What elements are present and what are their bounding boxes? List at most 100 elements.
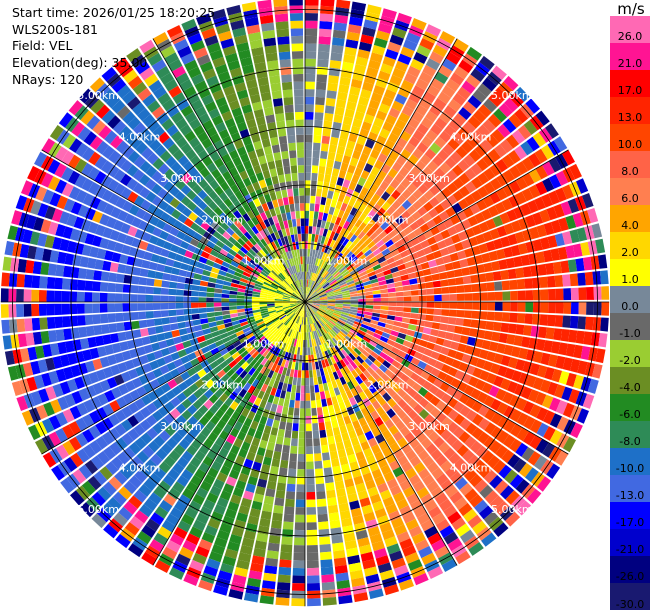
range-gate — [275, 306, 283, 310]
range-gate — [200, 251, 210, 259]
range-gate — [55, 264, 65, 277]
range-gate — [407, 362, 417, 372]
range-gate — [283, 306, 291, 310]
range-gate — [125, 380, 136, 392]
range-gate — [472, 367, 483, 379]
range-gate — [179, 546, 194, 560]
range-gate — [100, 88, 116, 103]
range-gate — [332, 29, 346, 39]
range-gate — [278, 174, 286, 183]
range-gate — [224, 387, 234, 397]
range-gate — [380, 63, 394, 75]
range-gate — [325, 273, 332, 281]
range-gate — [154, 559, 171, 573]
range-gate — [321, 398, 328, 407]
range-gate — [88, 181, 100, 195]
range-gate — [342, 179, 351, 189]
range-gate — [525, 302, 534, 313]
range-gate — [107, 179, 120, 192]
range-gate — [299, 287, 303, 295]
range-gate — [184, 283, 193, 291]
range-gate — [400, 345, 410, 353]
range-gate — [342, 306, 351, 309]
range-gate — [412, 189, 423, 200]
range-gate — [274, 364, 281, 373]
range-gate — [325, 288, 333, 293]
range-gate — [77, 230, 88, 243]
range-gate — [122, 303, 131, 312]
range-gate — [117, 362, 128, 373]
range-gate — [475, 233, 486, 245]
range-gate — [286, 243, 291, 252]
ray — [305, 302, 576, 453]
range-gate — [462, 121, 476, 135]
range-gate — [418, 289, 427, 296]
range-gate — [413, 573, 429, 586]
range-gate — [360, 257, 369, 265]
range-gate — [49, 192, 61, 207]
range-gate — [357, 490, 369, 500]
range-gate — [141, 232, 152, 242]
range-gate — [376, 197, 386, 207]
range-gate — [240, 350, 249, 358]
range-gate — [261, 286, 270, 291]
range-gate — [413, 403, 424, 415]
range-gate — [62, 440, 76, 456]
range-gate — [464, 345, 474, 355]
range-gate — [309, 339, 313, 348]
range-gate — [475, 379, 486, 391]
range-gate — [191, 343, 201, 352]
range-gate — [347, 316, 356, 321]
range-gate — [268, 535, 281, 544]
range-gate — [401, 105, 414, 117]
range-gate — [222, 244, 231, 253]
range-gate — [30, 360, 41, 375]
range-gate — [40, 330, 50, 344]
range-gate — [200, 359, 210, 369]
range-gate — [16, 289, 24, 302]
range-gate — [334, 308, 343, 312]
range-gate — [292, 423, 299, 432]
range-gate — [275, 222, 281, 231]
range-gate — [325, 310, 334, 315]
range-gate — [228, 213, 238, 223]
range-gate — [319, 544, 332, 553]
range-gate — [363, 19, 378, 30]
range-gate — [598, 333, 608, 348]
range-gate — [191, 313, 200, 320]
range-gate — [456, 293, 465, 301]
range-gate — [393, 225, 403, 235]
range-gate — [399, 479, 412, 491]
range-gate — [396, 155, 407, 166]
range-gate — [42, 344, 53, 358]
range-gate — [46, 290, 55, 302]
range-gate — [81, 147, 95, 162]
range-gate — [194, 80, 208, 92]
azimuth-spoke — [304, 301, 569, 455]
range-gate — [307, 241, 311, 249]
range-gate — [133, 155, 146, 168]
range-gate — [363, 511, 376, 522]
range-gate — [127, 225, 138, 237]
range-gate — [554, 315, 564, 328]
range-gate — [187, 265, 197, 273]
range-gate — [346, 318, 355, 324]
range-gate — [214, 536, 228, 548]
range-gate — [236, 512, 248, 523]
colorbar-segment — [610, 70, 650, 98]
colorbar-tick-label: 10.0 — [618, 138, 643, 151]
range-gate — [157, 526, 172, 540]
range-gate — [90, 455, 105, 470]
range-gate — [447, 421, 459, 434]
range-gate — [338, 244, 345, 253]
range-gate — [507, 454, 521, 468]
range-gate — [388, 107, 401, 119]
range-gate — [283, 252, 289, 261]
range-gate — [153, 467, 167, 480]
range-gate — [382, 360, 392, 369]
range-gate — [513, 335, 523, 347]
range-gate — [386, 205, 396, 216]
range-gate — [343, 273, 351, 279]
range-gate — [505, 511, 521, 527]
range-gate — [334, 106, 345, 116]
